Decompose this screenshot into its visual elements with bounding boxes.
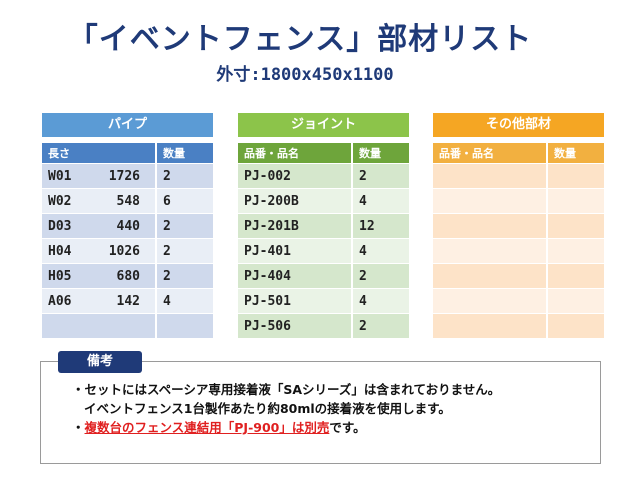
- pipe-qty: 2: [155, 238, 213, 264]
- pipe-code: W01: [48, 168, 72, 184]
- table-row: H05 680 2: [42, 263, 213, 289]
- table-row: PJ-200B 4: [238, 188, 409, 214]
- empty-cell: [546, 188, 604, 214]
- notes-bullet: ・: [72, 420, 85, 435]
- other-col-qty: 数量: [546, 143, 604, 164]
- pipe-length: 440: [116, 218, 140, 234]
- joint-qty: 2: [351, 263, 409, 289]
- pipe-col-length: 長さ: [42, 143, 156, 164]
- joint-qty: 4: [351, 188, 409, 214]
- pipe-code: W02: [48, 193, 72, 209]
- pipe-code: H04: [48, 243, 72, 259]
- pipe-qty: 4: [155, 288, 213, 314]
- empty-cell: [433, 238, 547, 264]
- empty-cell: [433, 213, 547, 239]
- table-row: [433, 313, 604, 339]
- empty-cell: [546, 263, 604, 289]
- table-row: [433, 213, 604, 239]
- other-header: その他部材: [433, 113, 604, 137]
- other-table: 品番・品名 数量: [433, 143, 604, 339]
- notes-label: 備考: [58, 351, 142, 373]
- joint-qty: 12: [351, 213, 409, 239]
- other-parts-panel: その他部材 品番・品名 数量: [433, 113, 604, 339]
- joint-qty: 4: [351, 238, 409, 264]
- empty-cell: [546, 238, 604, 264]
- joint-code: PJ-200B: [238, 188, 352, 214]
- pipe-code: A06: [48, 293, 72, 309]
- joint-code: PJ-401: [238, 238, 352, 264]
- notes-body: ・セットにはスペーシア専用接着液「SAシリーズ」は含まれておりません。 イベント…: [72, 380, 592, 437]
- pipe-panel: パイプ 長さ 数量 W01 1726 2 W02 548 6 D03 440 2 H0…: [42, 113, 213, 339]
- notes-line-2: イベントフェンス1台製作あたり約80mlの接着液を使用します。: [84, 401, 451, 416]
- table-row: H04 1026 2: [42, 238, 213, 264]
- pipe-length: 1026: [108, 243, 140, 259]
- pipe-qty: 2: [155, 163, 213, 189]
- joint-col-qty: 数量: [351, 143, 409, 164]
- pipe-length: 142: [116, 293, 140, 309]
- dimensions-subtitle: 外寸:1800x450x1100: [216, 65, 394, 85]
- pipe-length: 548: [116, 193, 140, 209]
- notes-line-1: ・セットにはスペーシア専用接着液「SAシリーズ」は含まれておりません。: [72, 382, 501, 397]
- table-row: D03 440 2: [42, 213, 213, 239]
- empty-cell: [546, 288, 604, 314]
- empty-cell: [433, 163, 547, 189]
- joint-code: PJ-002: [238, 163, 352, 189]
- notes-warning-text: 複数台のフェンス連結用「PJ-900」は別売: [84, 420, 330, 435]
- pipe-code: D03: [48, 218, 72, 234]
- joint-header: ジョイント: [238, 113, 409, 137]
- joint-panel: ジョイント 品番・品名 数量 PJ-002 2 PJ-200B 4 PJ-201…: [238, 113, 409, 339]
- other-col-name: 品番・品名: [433, 143, 547, 164]
- joint-code: PJ-404: [238, 263, 352, 289]
- pipe-header: パイプ: [42, 113, 213, 137]
- notes-line-3-tail: です。: [329, 420, 366, 435]
- table-row: W01 1726 2: [42, 163, 213, 189]
- joint-table: 品番・品名 数量 PJ-002 2 PJ-200B 4 PJ-201B 12 P…: [238, 143, 409, 339]
- table-row: PJ-401 4: [238, 238, 409, 264]
- table-row: PJ-506 2: [238, 313, 409, 339]
- notes-line-3: ・複数台のフェンス連結用「PJ-900」は別売です。: [72, 418, 592, 437]
- empty-cell: [433, 313, 547, 339]
- table-row: PJ-201B 12: [238, 213, 409, 239]
- empty-cell: [433, 188, 547, 214]
- table-row: PJ-501 4: [238, 288, 409, 314]
- pipe-col-qty: 数量: [155, 143, 213, 164]
- empty-cell: [433, 263, 547, 289]
- pipe-qty: 2: [155, 213, 213, 239]
- joint-code: PJ-506: [238, 313, 352, 339]
- joint-code: PJ-501: [238, 288, 352, 314]
- pipe-length: 680: [116, 268, 140, 284]
- table-row: [433, 188, 604, 214]
- table-row: PJ-404 2: [238, 263, 409, 289]
- joint-qty: 4: [351, 288, 409, 314]
- empty-cell: [42, 313, 156, 339]
- pipe-qty: 2: [155, 263, 213, 289]
- table-row: PJ-002 2: [238, 163, 409, 189]
- empty-cell: [155, 313, 213, 339]
- pipe-qty: 6: [155, 188, 213, 214]
- pipe-length: 1726: [108, 168, 140, 184]
- joint-code: PJ-201B: [238, 213, 352, 239]
- empty-cell: [433, 288, 547, 314]
- table-row: [433, 263, 604, 289]
- table-row: [433, 163, 604, 189]
- table-row: [433, 288, 604, 314]
- pipe-table: 長さ 数量 W01 1726 2 W02 548 6 D03 440 2 H04 102…: [42, 143, 213, 339]
- table-row: A06 142 4: [42, 288, 213, 314]
- table-row: [42, 313, 213, 339]
- pipe-code: H05: [48, 268, 72, 284]
- empty-cell: [546, 313, 604, 339]
- page-title: 「イベントフェンス」部材リスト: [67, 22, 533, 57]
- empty-cell: [546, 163, 604, 189]
- joint-qty: 2: [351, 313, 409, 339]
- notes-box: [40, 361, 601, 464]
- joint-col-name: 品番・品名: [238, 143, 352, 164]
- joint-qty: 2: [351, 163, 409, 189]
- empty-cell: [546, 213, 604, 239]
- table-row: W02 548 6: [42, 188, 213, 214]
- table-row: [433, 238, 604, 264]
